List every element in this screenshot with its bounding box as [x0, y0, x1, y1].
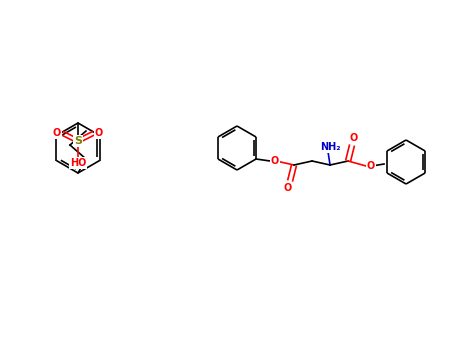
Text: O: O — [53, 128, 61, 138]
Text: O: O — [271, 156, 279, 166]
Text: HO: HO — [70, 158, 86, 168]
Text: S: S — [74, 136, 82, 146]
Text: O: O — [350, 133, 358, 143]
Text: O: O — [367, 161, 375, 171]
Text: O: O — [95, 128, 103, 138]
Text: NH₂: NH₂ — [320, 142, 340, 152]
Text: O: O — [284, 183, 292, 193]
